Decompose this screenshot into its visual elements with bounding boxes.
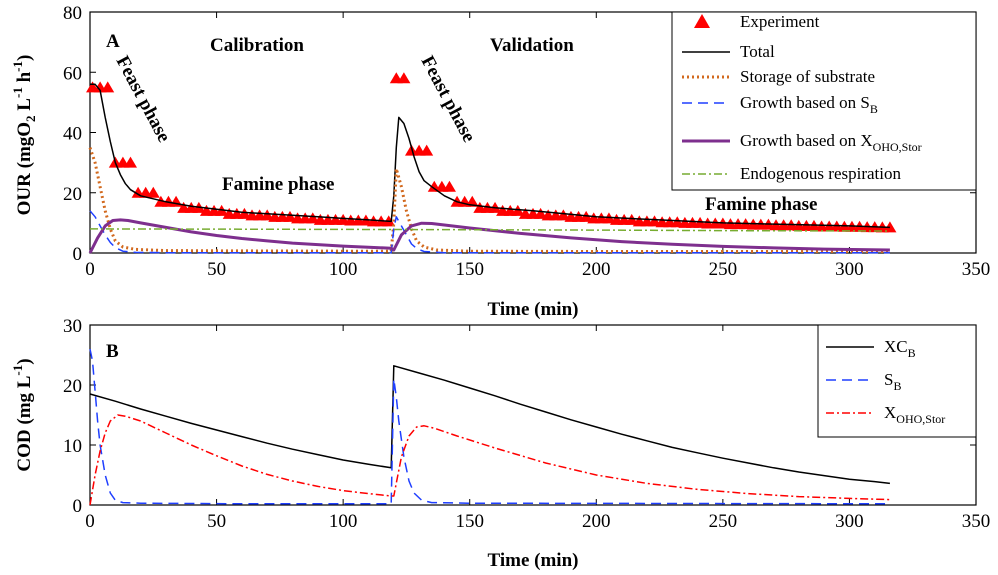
panel-b-chart: 0 50 100 150 200 250 300 350 0 10 20 30 B Time (min… [10, 316, 990, 571]
panel-a-legend: Experiment Total Storage of substrate Gr… [671, 11, 977, 191]
calibration-label: Calibration [210, 35, 304, 56]
series-xcb-line [89, 365, 890, 485]
validation-label: Validation [490, 35, 574, 56]
a-ytick-label: 80 [63, 3, 82, 24]
experiment-point [397, 72, 411, 84]
experiment-point [146, 186, 160, 198]
series-storage-line [88, 147, 890, 253]
legend-growth-xoho-label: Growth based on XOHO,Stor [740, 131, 922, 154]
experiment-point [124, 156, 138, 168]
panel-b-legend: XCB SB XOHO,Stor [817, 324, 977, 438]
b-xtick-label: 150 [455, 511, 484, 532]
panel-a-xlabel: Time (min) [488, 299, 579, 320]
panel-a-ylabel: OUR (mgO2 L-1 h-1) [10, 55, 38, 216]
b-xtick-label: 250 [709, 511, 738, 532]
b-xtick-label: 100 [329, 511, 358, 532]
experiment-point [420, 144, 434, 156]
experiment-point [648, 215, 662, 227]
legend-xoho-label: XOHO,Stor [884, 403, 945, 426]
experiment-point [283, 210, 297, 222]
series-sb-line [89, 348, 890, 505]
series-total-line [90, 83, 890, 229]
b-xtick-label: 350 [962, 511, 991, 532]
b-ytick-label: 30 [63, 316, 82, 337]
feast-phase-label-1: Feast phase [112, 52, 175, 145]
b-xtick-label: 300 [835, 511, 864, 532]
feast-phase-label-2: Feast phase [417, 52, 480, 145]
a-xtick-label: 0 [85, 259, 95, 280]
panel-b-legend-box [817, 324, 977, 438]
a-xtick-label: 350 [962, 259, 991, 280]
experiment-point [442, 180, 456, 192]
a-xtick-label: 50 [207, 259, 226, 280]
panel-a-chart: 0 50 100 150 200 250 300 350 0 20 40 60 80 A Calibra… [10, 3, 990, 320]
a-xtick-label: 200 [582, 259, 611, 280]
experiment-point [534, 207, 548, 219]
a-ytick-label: 40 [63, 124, 82, 145]
a-ytick-label: 60 [63, 63, 82, 84]
b-xtick-label: 200 [582, 511, 611, 532]
legend-storage-label: Storage of substrate [740, 67, 875, 86]
experiment-point [237, 207, 251, 219]
a-ytick-label: 20 [63, 184, 82, 205]
legend-experiment-label: Experiment [740, 12, 820, 31]
experiment-point [883, 221, 897, 233]
series-growth_xoho-line [88, 218, 890, 254]
b-ytick-label: 20 [63, 376, 82, 397]
a-xtick-label: 250 [709, 259, 738, 280]
a-ytick-label: 0 [73, 244, 83, 265]
a-xtick-label: 100 [329, 259, 358, 280]
experiment-point [625, 213, 639, 225]
a-xtick-label: 150 [455, 259, 484, 280]
legend-total-label: Total [740, 42, 775, 61]
famine-phase-label-1: Famine phase [222, 174, 334, 195]
legend-growth-sb-label: Growth based on SB [740, 93, 878, 116]
b-ytick-label: 0 [73, 496, 83, 517]
legend-endogenous-label: Endogenous respiration [740, 164, 901, 183]
b-ytick-label: 10 [63, 436, 82, 457]
experiment-point [556, 209, 570, 221]
experiment-point [260, 209, 274, 221]
series-growth_sb-line [89, 210, 890, 254]
series-xoho-line [89, 414, 890, 506]
b-xtick-label: 0 [85, 511, 95, 532]
panel-a-label: A [106, 31, 120, 52]
legend-sb-label: SB [884, 370, 901, 393]
experiment-point [306, 212, 320, 224]
panel-b-ylabel: COD (mg L-1) [10, 358, 35, 471]
a-xtick-label: 300 [835, 259, 864, 280]
b-xtick-label: 50 [207, 511, 226, 532]
legend-xcb-label: XCB [884, 337, 916, 360]
experiment-point [101, 81, 115, 93]
legend-experiment-marker [694, 14, 710, 28]
panel-a-legend-box [671, 11, 977, 191]
panel-b-label: B [106, 341, 119, 362]
panel-b-xlabel: Time (min) [488, 550, 579, 571]
series-endogenous-line [89, 228, 890, 232]
famine-phase-label-2: Famine phase [705, 194, 817, 215]
